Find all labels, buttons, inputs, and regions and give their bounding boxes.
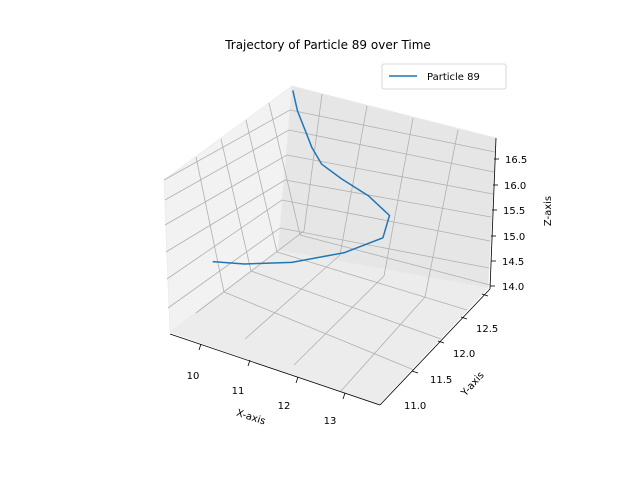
y-tick-label: 11.5: [430, 375, 452, 386]
y-grid-floor-2: [250, 270, 442, 340]
z-axis-line: [489, 137, 497, 290]
x-tick-label: 13: [324, 416, 337, 427]
y-grid-floor-3: [276, 251, 468, 311]
y-tick-label: 12.5: [476, 324, 498, 335]
x-grid-floor-2: [244, 254, 341, 340]
x-tick-mark: [198, 343, 202, 351]
axis-panes: [163, 85, 497, 406]
y-axis-label: Y-axis: [459, 370, 487, 399]
y-grid-left-3: [245, 119, 278, 253]
x-tick-mark: [295, 376, 299, 384]
series-layer: [212, 90, 391, 265]
grid-lines: [163, 93, 496, 392]
y-tick-mark: [481, 293, 489, 297]
x-grid-floor-3: [293, 275, 385, 366]
series-line-particle-89: [212, 90, 391, 265]
x-axis-label: X-axis: [235, 408, 267, 428]
legend: Particle 89: [381, 63, 507, 90]
z-grid-5: [164, 129, 495, 201]
z-tick-label: 14.0: [502, 282, 524, 293]
x-grid-back-1: [303, 93, 323, 232]
y-tick-mark: [437, 340, 445, 344]
z-grid-1: [167, 227, 490, 309]
y-axis-line: [379, 288, 491, 406]
z-tick-label: 16.5: [505, 155, 527, 166]
z-axis-label: Z-axis: [543, 196, 554, 226]
x-grid-floor-1: [195, 230, 305, 314]
z-grid-3: [165, 179, 492, 253]
z-tick-label: 15.5: [503, 206, 525, 217]
legend-label: Particle 89: [427, 72, 480, 83]
y-grid-floor-4: [299, 234, 491, 286]
x-tick-label: 10: [187, 371, 200, 382]
x-grid-back-2: [339, 105, 368, 256]
x-grid-floor-4: [340, 296, 426, 392]
x-grid-back-3: [383, 117, 414, 277]
z-tick-label: 15.0: [503, 232, 525, 243]
y-grid-left-4: [268, 102, 301, 236]
z-tick-label: 14.5: [502, 257, 524, 268]
tick-labels: 10 11 12 13 11.0 11.5 12.0 12.5 14.0 14.…: [187, 155, 528, 427]
x-tick-mark: [342, 392, 346, 400]
y-tick-mark: [460, 316, 468, 320]
x-tick-label: 12: [278, 401, 291, 412]
x-tick-mark: [247, 359, 251, 367]
y-tick-label: 12.0: [453, 349, 475, 360]
z-tick-label: 16.0: [504, 181, 526, 192]
z-grid-4: [164, 154, 494, 226]
x-tick-label: 11: [232, 386, 245, 397]
tick-marks: [198, 158, 499, 400]
y-tick-mark: [411, 370, 419, 374]
y-grid-left-2: [220, 138, 252, 272]
y-tick-label: 11.0: [404, 401, 426, 412]
z-grid-6: [163, 109, 496, 181]
y-grid-floor-1: [223, 291, 415, 371]
chart-title: Trajectory of Particle 89 over Time: [224, 38, 431, 52]
legend-box: [381, 63, 507, 90]
z-grid-2: [166, 199, 491, 280]
